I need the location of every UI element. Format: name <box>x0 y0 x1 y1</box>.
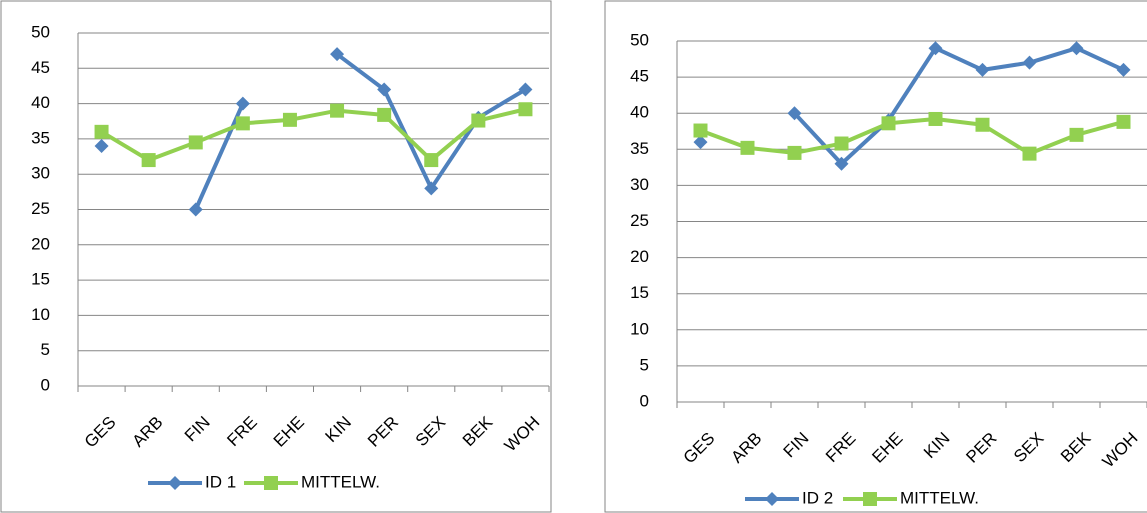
data-point <box>471 113 486 128</box>
data-point <box>928 41 943 56</box>
y-tick-label: 30 <box>31 164 50 183</box>
y-tick-label: 5 <box>41 340 50 359</box>
legend-label: ID 1 <box>205 472 236 491</box>
data-point <box>235 96 250 111</box>
data-point <box>975 62 990 77</box>
y-tick-label: 10 <box>630 319 649 338</box>
legend-marker <box>863 492 877 506</box>
legend-label: MITTELW. <box>301 472 380 491</box>
legend-marker <box>168 476 182 490</box>
data-point <box>518 102 533 117</box>
data-point <box>141 153 156 168</box>
y-tick-label: 20 <box>31 234 50 253</box>
series-line <box>793 46 1125 166</box>
y-tick-label: 40 <box>31 93 50 112</box>
data-point <box>693 123 708 138</box>
legend-label: ID 2 <box>802 488 833 507</box>
y-tick-label: 0 <box>41 375 50 394</box>
chart-frame <box>0 0 552 513</box>
data-point <box>881 116 896 131</box>
data-point <box>1022 55 1037 70</box>
y-tick-label: 40 <box>630 103 649 122</box>
data-point <box>928 111 943 126</box>
y-tick-label: 20 <box>630 247 649 266</box>
y-tick-label: 50 <box>630 30 649 49</box>
data-point <box>424 181 439 196</box>
data-point <box>235 116 250 131</box>
data-point <box>975 117 990 132</box>
data-point <box>1069 41 1084 56</box>
data-point <box>740 140 755 155</box>
legend-label: MITTELW. <box>900 488 979 507</box>
series-line <box>699 116 1125 156</box>
data-point <box>188 202 203 217</box>
data-point <box>94 138 109 153</box>
y-tick-label: 0 <box>640 391 649 410</box>
chart-frame <box>604 0 1147 513</box>
series-line <box>100 107 526 163</box>
y-tick-label: 30 <box>630 175 649 194</box>
y-tick-label: 45 <box>630 67 649 86</box>
data-point <box>1022 146 1037 161</box>
data-point <box>787 145 802 160</box>
y-tick-label: 25 <box>31 199 50 218</box>
y-tick-label: 25 <box>630 211 649 230</box>
data-point <box>282 112 297 127</box>
y-tick-label: 5 <box>640 355 649 374</box>
data-point <box>834 156 849 171</box>
data-point <box>377 107 392 122</box>
legend-marker <box>264 476 278 490</box>
data-point <box>834 136 849 151</box>
data-point <box>1116 114 1131 129</box>
y-tick-label: 50 <box>31 22 50 41</box>
y-tick-label: 35 <box>31 128 50 147</box>
data-point <box>188 135 203 150</box>
data-point <box>377 82 392 97</box>
data-point <box>94 124 109 139</box>
y-tick-label: 35 <box>630 139 649 158</box>
data-point <box>1116 62 1131 77</box>
data-point <box>1069 127 1084 142</box>
y-tick-label: 15 <box>31 270 50 289</box>
y-tick-label: 45 <box>31 58 50 77</box>
data-point <box>424 153 439 168</box>
data-point <box>330 47 345 62</box>
data-point <box>518 82 533 97</box>
data-point <box>330 103 345 118</box>
y-tick-label: 15 <box>630 283 649 302</box>
data-point <box>787 106 802 121</box>
data-point <box>693 135 708 150</box>
legend-marker <box>765 492 779 506</box>
y-tick-label: 10 <box>31 305 50 324</box>
